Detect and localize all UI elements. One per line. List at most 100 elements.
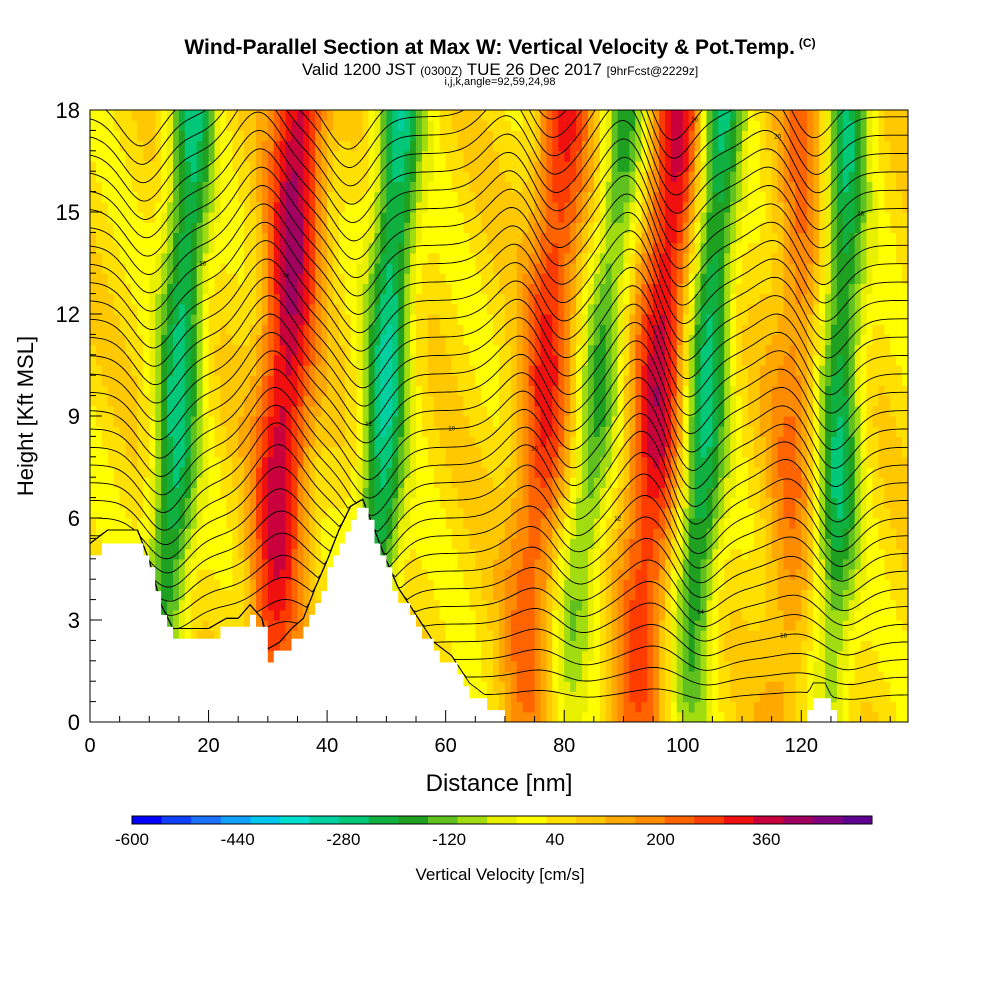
- velocity-field: [90, 110, 908, 722]
- velocity-cell: [184, 538, 192, 550]
- velocity-cell: [528, 150, 536, 162]
- velocity-cell: [416, 528, 423, 539]
- velocity-cell: [433, 314, 441, 325]
- velocity-cell: [445, 528, 453, 539]
- velocity-cell: [487, 630, 494, 641]
- velocity-cell: [101, 405, 109, 417]
- velocity-cell: [540, 365, 547, 376]
- velocity-cell: [576, 314, 583, 325]
- velocity-cell: [155, 507, 162, 519]
- velocity-cell: [463, 110, 470, 121]
- velocity-cell: [285, 293, 293, 305]
- velocity-cell: [107, 171, 115, 182]
- velocity-cell: [297, 599, 304, 611]
- velocity-cell: [220, 191, 227, 203]
- velocity-cell: [522, 405, 530, 417]
- velocity-cell: [427, 334, 435, 346]
- velocity-cell: [510, 426, 518, 437]
- velocity-cell: [137, 354, 144, 366]
- velocity-cell: [184, 252, 192, 264]
- chart-subtitle: Valid 1200 JST (0300Z) TUE 26 Dec 2017 […: [0, 60, 1000, 80]
- velocity-cell: [504, 314, 512, 325]
- velocity-cell: [410, 273, 417, 284]
- velocity-cell: [522, 293, 530, 305]
- velocity-cell: [552, 252, 559, 264]
- velocity-cell: [475, 375, 482, 386]
- velocity-cell: [516, 293, 524, 305]
- velocity-cell: [143, 467, 150, 478]
- velocity-cell: [250, 140, 257, 152]
- velocity-cell: [528, 242, 536, 254]
- velocity-cell: [309, 120, 316, 131]
- velocity-cell: [279, 314, 287, 325]
- velocity-cell: [161, 589, 168, 601]
- velocity-cell: [339, 201, 346, 213]
- velocity-cell: [528, 518, 536, 529]
- velocity-cell: [558, 232, 565, 244]
- velocity-cell: [410, 405, 417, 417]
- velocity-cell: [113, 130, 121, 142]
- velocity-cell: [522, 467, 530, 478]
- velocity-cell: [333, 548, 340, 560]
- velocity-cell: [433, 150, 441, 162]
- velocity-cell: [481, 630, 488, 641]
- velocity-cell: [475, 507, 482, 519]
- velocity-cell: [232, 222, 239, 233]
- velocity-cell: [344, 405, 352, 417]
- velocity-cell: [487, 212, 494, 223]
- velocity-cell: [137, 518, 144, 529]
- velocity-cell: [256, 467, 263, 478]
- velocity-cell: [196, 620, 204, 631]
- velocity-cell: [451, 375, 459, 386]
- velocity-cell: [540, 222, 547, 233]
- velocity-cell: [475, 548, 482, 560]
- velocity-cell: [427, 161, 435, 172]
- velocity-cell: [101, 150, 109, 162]
- grid-indices: i,j,k,angle=92,59,24,98: [444, 76, 556, 88]
- velocity-cell: [475, 354, 482, 366]
- velocity-cell: [291, 201, 298, 213]
- velocity-cell: [149, 477, 156, 488]
- velocity-cell: [250, 303, 257, 315]
- velocity-cell: [356, 436, 364, 448]
- velocity-cell: [232, 558, 239, 570]
- velocity-cell: [202, 518, 210, 529]
- velocity-cell: [226, 232, 233, 244]
- velocity-cell: [208, 273, 216, 284]
- velocity-cell: [570, 324, 577, 335]
- velocity-cell: [196, 252, 204, 264]
- velocity-cell: [250, 252, 257, 264]
- velocity-cell: [528, 293, 536, 305]
- velocity-cell: [433, 487, 441, 499]
- velocity-cell: [564, 467, 571, 478]
- velocity-cell: [416, 263, 423, 274]
- velocity-cell: [208, 548, 216, 560]
- velocity-cell: [119, 507, 127, 519]
- velocity-cell: [487, 375, 494, 386]
- velocity-cell: [161, 487, 168, 499]
- velocity-cell: [451, 140, 459, 152]
- velocity-cell: [333, 385, 340, 397]
- velocity-cell: [113, 263, 121, 274]
- velocity-cell: [208, 314, 216, 325]
- velocity-cell: [190, 487, 198, 499]
- velocity-cell: [344, 426, 352, 437]
- velocity-cell: [386, 487, 393, 499]
- velocity-cell: [427, 354, 435, 366]
- velocity-cell: [504, 426, 512, 437]
- velocity-cell: [481, 303, 488, 315]
- velocity-cell: [178, 467, 186, 478]
- velocity-cell: [451, 436, 459, 448]
- velocity-cell: [546, 385, 553, 397]
- velocity-cell: [463, 630, 470, 641]
- velocity-cell: [546, 436, 553, 448]
- velocity-cell: [427, 293, 435, 305]
- velocity-cell: [499, 609, 506, 621]
- velocity-cell: [208, 140, 216, 152]
- velocity-cell: [374, 120, 381, 131]
- velocity-cell: [208, 528, 216, 539]
- velocity-cell: [481, 609, 488, 621]
- velocity-cell: [267, 232, 275, 244]
- velocity-cell: [250, 201, 257, 213]
- velocity-cell: [297, 487, 304, 499]
